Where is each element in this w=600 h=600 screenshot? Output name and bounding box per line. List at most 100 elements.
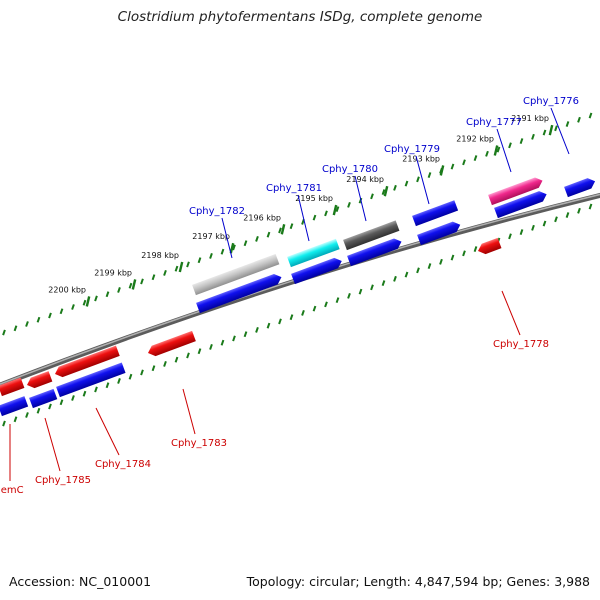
- gene-label: Cphy_1780: [322, 164, 378, 175]
- gene-cphy-1780-band[interactable]: [343, 220, 400, 251]
- inner-minor-tick: [335, 297, 340, 304]
- topology-text: Topology: circular; Length: 4,847,594 bp…: [246, 574, 590, 589]
- gene-cphy-1780[interactable]: [347, 236, 403, 267]
- inner-minor-tick: [381, 280, 386, 287]
- inner-minor-tick: [347, 292, 351, 299]
- outer-minor-tick: [197, 257, 202, 264]
- inner-minor-tick: [48, 403, 52, 410]
- inner-minor-tick: [393, 275, 397, 282]
- gene-cphy-1782[interactable]: [196, 272, 283, 314]
- leader-line: [415, 155, 430, 205]
- inner-minor-tick: [531, 224, 535, 231]
- outer-minor-tick: [278, 227, 282, 234]
- outer-minor-tick: [577, 116, 581, 123]
- map-title: Clostridium phytofermentans ISDg, comple…: [117, 9, 483, 25]
- inner-minor-tick: [358, 288, 363, 295]
- leader-line: [44, 417, 61, 472]
- outer-minor-tick: [59, 308, 64, 315]
- gene-cphy-1785[interactable]: [25, 371, 53, 390]
- outer-minor-tick: [370, 193, 374, 200]
- outer-minor-tick: [531, 133, 535, 140]
- inner-minor-tick: [232, 335, 236, 342]
- tick-label: 2200 kbp: [48, 285, 86, 294]
- tick-label: 2194 kbp: [346, 175, 384, 184]
- major-tick: [131, 279, 137, 290]
- outer-minor-tick: [174, 265, 179, 272]
- gene-cphy-1777[interactable]: [494, 189, 548, 219]
- gene-hemc-blue[interactable]: [0, 396, 29, 417]
- tick-label: 2196 kbp: [243, 213, 281, 222]
- inner-minor-tick: [404, 271, 409, 278]
- outer-minor-tick: [404, 180, 409, 187]
- outer-minor-tick: [2, 329, 6, 336]
- gene-cphy-1778[interactable]: [476, 237, 502, 256]
- tick-marks: 2200 kbp 2199 kbp 2198 kbp 2197 kbp 2196 kbp…: [2, 112, 593, 427]
- gene-cphy-1779[interactable]: [417, 220, 462, 246]
- outer-minor-tick: [128, 282, 133, 289]
- inner-minor-tick: [243, 331, 248, 338]
- outer-minor-tick: [473, 155, 478, 161]
- gene-cphy-1783[interactable]: [146, 330, 196, 358]
- inner-minor-tick: [450, 254, 455, 261]
- inner-minor-tick: [289, 314, 294, 321]
- major-tick: [85, 296, 91, 307]
- gene-cphy-1784-blue[interactable]: [56, 362, 126, 398]
- gene-hemc[interactable]: [0, 377, 25, 397]
- outer-minor-tick: [324, 210, 328, 217]
- outer-minor-tick: [565, 121, 570, 127]
- leader-line: [550, 107, 570, 155]
- outer-minor-tick: [13, 325, 18, 332]
- gene-label: Cphy_1779: [384, 144, 440, 155]
- inner-minor-tick: [71, 395, 75, 401]
- major-tick: [383, 185, 389, 197]
- gene-cphy-1781[interactable]: [291, 256, 344, 285]
- leader-line: [496, 128, 512, 173]
- tick-label: 2191 kbp: [511, 114, 549, 123]
- outer-minor-tick: [393, 184, 397, 191]
- inner-minor-tick: [588, 203, 593, 210]
- inner-minor-tick: [209, 344, 213, 350]
- inner-minor-tick: [473, 246, 478, 252]
- inner-minor-tick: [508, 233, 512, 240]
- leader-line: [297, 194, 310, 242]
- inner-minor-tick: [197, 348, 202, 355]
- gene-features: [0, 175, 597, 417]
- inner-minor-tick: [577, 207, 581, 214]
- inner-minor-tick: [416, 267, 420, 274]
- inner-minor-tick: [427, 263, 432, 270]
- leader-line: [182, 388, 196, 435]
- inner-minor-tick: [151, 365, 156, 372]
- inner-minor-tick: [36, 407, 41, 414]
- inner-minor-tick: [117, 378, 121, 384]
- inner-minor-tick: [439, 258, 443, 265]
- outer-minor-tick: [427, 172, 432, 179]
- outer-minor-tick: [94, 295, 98, 302]
- inner-minor-tick: [174, 356, 179, 363]
- leader-line: [95, 407, 120, 456]
- gene-label: Cphy_1777: [466, 117, 522, 128]
- gene-cphy-1777-band[interactable]: [488, 175, 544, 206]
- gene-cphy-1785-blue[interactable]: [29, 388, 58, 409]
- inner-minor-tick: [105, 382, 110, 389]
- outer-minor-tick: [554, 125, 558, 132]
- gene-cphy-1782-band[interactable]: [192, 253, 280, 296]
- gene-label: Cphy_1778: [493, 339, 549, 350]
- leader-line: [354, 175, 367, 222]
- inner-minor-tick: [2, 420, 6, 427]
- outer-minor-tick: [36, 316, 41, 323]
- tick-label: 2192 kbp: [456, 134, 494, 143]
- outer-minor-tick: [209, 253, 213, 259]
- outer-minor-tick: [542, 129, 547, 136]
- outer-minor-tick: [289, 223, 294, 230]
- gene-label: Cphy_1782: [189, 206, 245, 217]
- gene-cphy-1776[interactable]: [564, 176, 597, 198]
- gene-cphy-1784[interactable]: [53, 345, 120, 380]
- inner-minor-tick: [220, 339, 225, 346]
- gene-cphy-1781-band[interactable]: [287, 238, 340, 268]
- gene-cphy-1779-upper[interactable]: [412, 200, 459, 227]
- inner-minor-tick: [25, 412, 29, 418]
- major-tick: [439, 165, 445, 176]
